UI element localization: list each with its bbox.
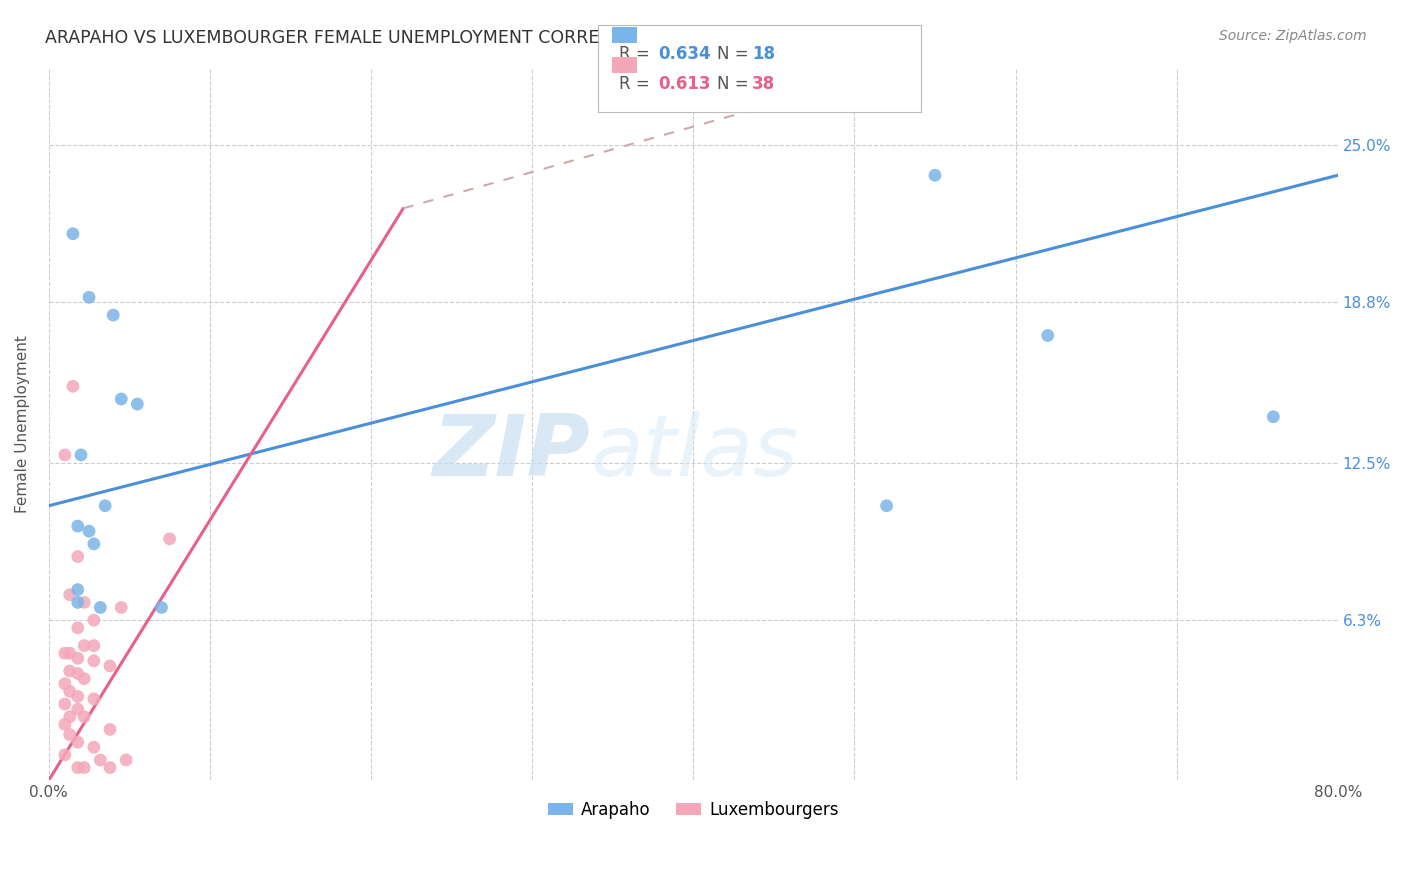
- Y-axis label: Female Unemployment: Female Unemployment: [15, 335, 30, 514]
- Point: [89, 600, 111, 615]
- Point: [1263, 409, 1285, 424]
- Legend: Arapaho, Luxembourgers: Arapaho, Luxembourgers: [541, 794, 845, 825]
- Point: [73, 710, 96, 724]
- Point: [110, 392, 132, 406]
- Point: [77, 290, 100, 304]
- Point: [66, 549, 89, 564]
- Point: [83, 613, 105, 627]
- Text: Source: ZipAtlas.com: Source: ZipAtlas.com: [1219, 29, 1367, 43]
- Text: 0.613: 0.613: [658, 75, 710, 93]
- Point: [83, 654, 105, 668]
- Text: 38: 38: [752, 75, 775, 93]
- Point: [70, 448, 93, 462]
- Point: [59, 727, 82, 741]
- Point: [66, 595, 89, 609]
- Point: [73, 595, 96, 609]
- Point: [66, 582, 89, 597]
- Point: [53, 717, 76, 731]
- Point: [115, 753, 138, 767]
- Point: [66, 519, 89, 533]
- Point: [98, 761, 121, 775]
- Point: [59, 684, 82, 698]
- Text: atlas: atlas: [591, 411, 799, 494]
- Point: [66, 702, 89, 716]
- Point: [98, 723, 121, 737]
- Point: [53, 747, 76, 762]
- Point: [53, 676, 76, 690]
- Point: [73, 639, 96, 653]
- Point: [83, 639, 105, 653]
- Point: [59, 664, 82, 678]
- Point: [77, 524, 100, 538]
- Point: [83, 537, 105, 551]
- Text: ZIP: ZIP: [433, 411, 591, 494]
- Text: N =: N =: [717, 45, 754, 63]
- Point: [53, 448, 76, 462]
- Point: [73, 761, 96, 775]
- Point: [73, 672, 96, 686]
- Point: [62, 379, 84, 393]
- Point: [159, 532, 181, 546]
- Text: 18: 18: [752, 45, 775, 63]
- Point: [150, 600, 173, 615]
- Text: 0.634: 0.634: [658, 45, 710, 63]
- Point: [103, 308, 125, 322]
- Point: [1036, 328, 1059, 343]
- Point: [53, 646, 76, 660]
- Point: [83, 692, 105, 706]
- Text: ARAPAHO VS LUXEMBOURGER FEMALE UNEMPLOYMENT CORRELATION CHART: ARAPAHO VS LUXEMBOURGER FEMALE UNEMPLOYM…: [45, 29, 727, 46]
- Point: [53, 697, 76, 711]
- Text: R =: R =: [619, 75, 655, 93]
- Point: [876, 499, 898, 513]
- Point: [62, 227, 84, 241]
- Point: [66, 651, 89, 665]
- Point: [59, 646, 82, 660]
- Point: [83, 740, 105, 755]
- Point: [59, 710, 82, 724]
- Point: [110, 600, 132, 615]
- Point: [924, 169, 946, 183]
- Point: [66, 621, 89, 635]
- Point: [127, 397, 149, 411]
- Text: R =: R =: [619, 45, 655, 63]
- Point: [94, 499, 117, 513]
- Text: N =: N =: [717, 75, 754, 93]
- Point: [66, 666, 89, 681]
- Point: [89, 753, 111, 767]
- Point: [66, 735, 89, 749]
- Point: [66, 761, 89, 775]
- Point: [66, 690, 89, 704]
- Point: [59, 588, 82, 602]
- Point: [98, 659, 121, 673]
